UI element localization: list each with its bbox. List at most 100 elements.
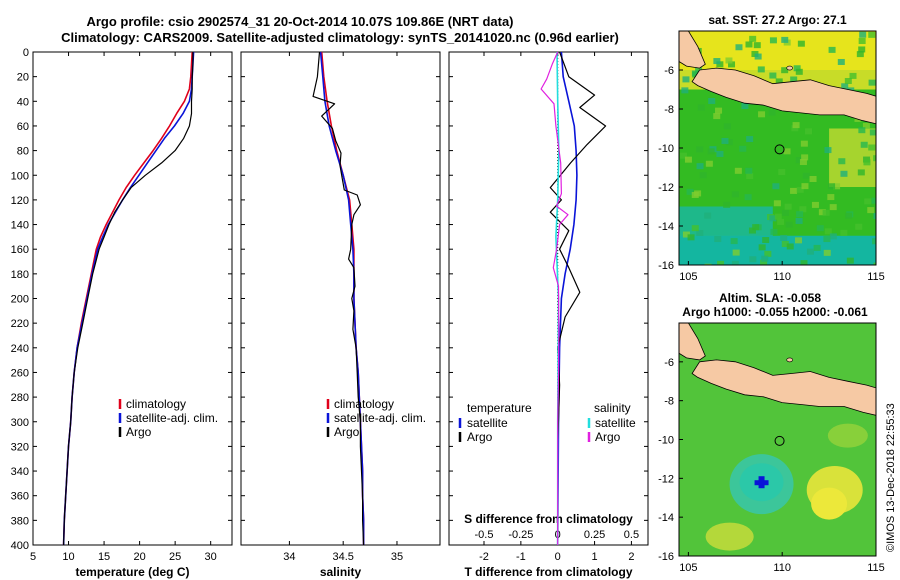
sst-patch bbox=[731, 191, 739, 198]
sst-patch bbox=[757, 66, 765, 73]
sst-patch bbox=[784, 203, 792, 210]
plot-layer: 0204060801001201401601802002202402602803… bbox=[11, 13, 885, 579]
difference-xtick-label: 2 bbox=[628, 551, 634, 563]
sst-patch bbox=[869, 129, 876, 136]
sst-cool-south bbox=[679, 235, 876, 265]
sst-argo-location-marker bbox=[774, 144, 785, 155]
difference-panel: -2 -1 0 1 2 T difference from climatology -0.5… bbox=[448, 51, 649, 579]
sla-map-ytick-label: -16 bbox=[658, 551, 674, 563]
sst-patch bbox=[833, 183, 841, 190]
temperature-xtick-label: 25 bbox=[169, 551, 181, 563]
sst-map-title: sat. SST: 27.2 Argo: 27.1 bbox=[708, 13, 847, 27]
sst-map-ytick-label: -12 bbox=[658, 182, 674, 194]
series-satellite-adj-clim- bbox=[62, 51, 195, 546]
sst-patch bbox=[809, 175, 817, 182]
land-sumatra bbox=[679, 323, 706, 361]
sst-map-xtick-label: 105 bbox=[679, 271, 697, 283]
legend-label-temperature: satellite-adj. clim. bbox=[126, 411, 218, 425]
depth-tick-label: 240 bbox=[11, 343, 29, 355]
salinity-xtick-label: 35 bbox=[391, 551, 403, 563]
sst-patch bbox=[846, 257, 854, 264]
s-diff-tick-label: 0.5 bbox=[624, 529, 639, 541]
depth-tick-label: 260 bbox=[11, 367, 29, 379]
sst-patch bbox=[796, 211, 804, 218]
sst-patch bbox=[841, 83, 849, 90]
sst-patch bbox=[730, 238, 738, 245]
depth-tick-label: 140 bbox=[11, 220, 29, 232]
sst-patch bbox=[828, 46, 836, 53]
depth-tick-label: 220 bbox=[11, 318, 29, 330]
sst-patch bbox=[805, 128, 813, 135]
land-karimunjawa bbox=[786, 357, 793, 363]
sst-patch bbox=[732, 249, 740, 256]
depth-tick-label: 160 bbox=[11, 244, 29, 256]
sst-patch bbox=[801, 183, 809, 190]
depth-tick-label: 380 bbox=[11, 515, 29, 527]
sst-patch bbox=[748, 227, 756, 234]
sst-patch bbox=[682, 231, 690, 238]
sst-patch bbox=[728, 61, 736, 68]
series-argo bbox=[63, 52, 194, 546]
sst-patch bbox=[824, 228, 832, 235]
series-s-argo bbox=[540, 51, 569, 545]
figure-title-line2: Climatology: CARS2009. Satellite-adjuste… bbox=[61, 30, 619, 45]
sst-patch bbox=[725, 57, 733, 64]
sla-map-xtick-label: 115 bbox=[867, 562, 885, 574]
sla-map-ytick-label: -10 bbox=[658, 435, 674, 447]
sst-patch bbox=[800, 260, 808, 265]
sst-patch bbox=[790, 187, 798, 194]
sst-patch bbox=[823, 249, 831, 256]
sla-high-core bbox=[811, 487, 848, 520]
sst-map-panel: -6 -8 -10 -12 -14 -16 105 110 115 sat. SST: 27.2 … bbox=[658, 13, 885, 283]
sst-patch bbox=[697, 104, 705, 111]
sst-patch bbox=[753, 42, 761, 49]
sst-patch bbox=[795, 217, 803, 224]
sst-patch bbox=[783, 148, 791, 155]
depth-tick-label: 20 bbox=[17, 72, 29, 84]
sst-patch bbox=[768, 109, 776, 116]
sst-patch bbox=[731, 260, 739, 265]
depth-tick-label: 100 bbox=[11, 170, 29, 182]
legend-temperature-title: temperature bbox=[467, 401, 532, 415]
sst-patch bbox=[770, 228, 778, 235]
sst-patch bbox=[868, 144, 876, 151]
sst-patch bbox=[695, 67, 703, 74]
sst-patch bbox=[837, 58, 845, 65]
imos-credit: ©IMOS 13-Dec-2018 22:55:33 bbox=[885, 403, 897, 552]
depth-tick-label: 400 bbox=[11, 540, 29, 552]
sst-patch bbox=[860, 141, 868, 148]
sst-patch bbox=[858, 38, 866, 45]
sst-patch bbox=[800, 140, 808, 147]
sst-patch bbox=[735, 44, 743, 51]
land-sumatra bbox=[679, 31, 706, 69]
sst-patch bbox=[734, 167, 742, 174]
sst-patch bbox=[792, 122, 800, 129]
land-karimunjawa bbox=[786, 65, 793, 71]
depth-tick-label: 200 bbox=[11, 294, 29, 306]
sst-patch bbox=[707, 148, 715, 155]
sst-patch bbox=[745, 167, 753, 174]
salinity-xtick-label: 34.5 bbox=[332, 551, 353, 563]
sst-patch bbox=[691, 191, 699, 198]
s-diff-tick-label: 0.25 bbox=[584, 529, 605, 541]
sst-patch bbox=[871, 197, 876, 204]
sst-patch bbox=[872, 238, 876, 245]
depth-tick-label: 180 bbox=[11, 269, 29, 281]
temperature-frame bbox=[32, 51, 233, 546]
sst-patch bbox=[795, 68, 803, 75]
sst-patch bbox=[758, 111, 766, 118]
difference-frame bbox=[448, 51, 649, 546]
sst-patch bbox=[796, 186, 804, 193]
legend-label-temperature: Argo bbox=[126, 425, 152, 439]
difference-xtick-label: 0 bbox=[555, 551, 561, 563]
sst-patch bbox=[713, 113, 721, 120]
sst-patch bbox=[777, 218, 785, 225]
sst-patch bbox=[795, 237, 803, 244]
sst-patch bbox=[749, 35, 757, 42]
sst-patch bbox=[806, 248, 814, 255]
sst-patch bbox=[682, 76, 690, 83]
sst-patch bbox=[797, 40, 805, 47]
temperature-xlabel: temperature (deg C) bbox=[75, 565, 189, 579]
sst-patch bbox=[875, 149, 876, 156]
sst-patch bbox=[822, 209, 830, 216]
